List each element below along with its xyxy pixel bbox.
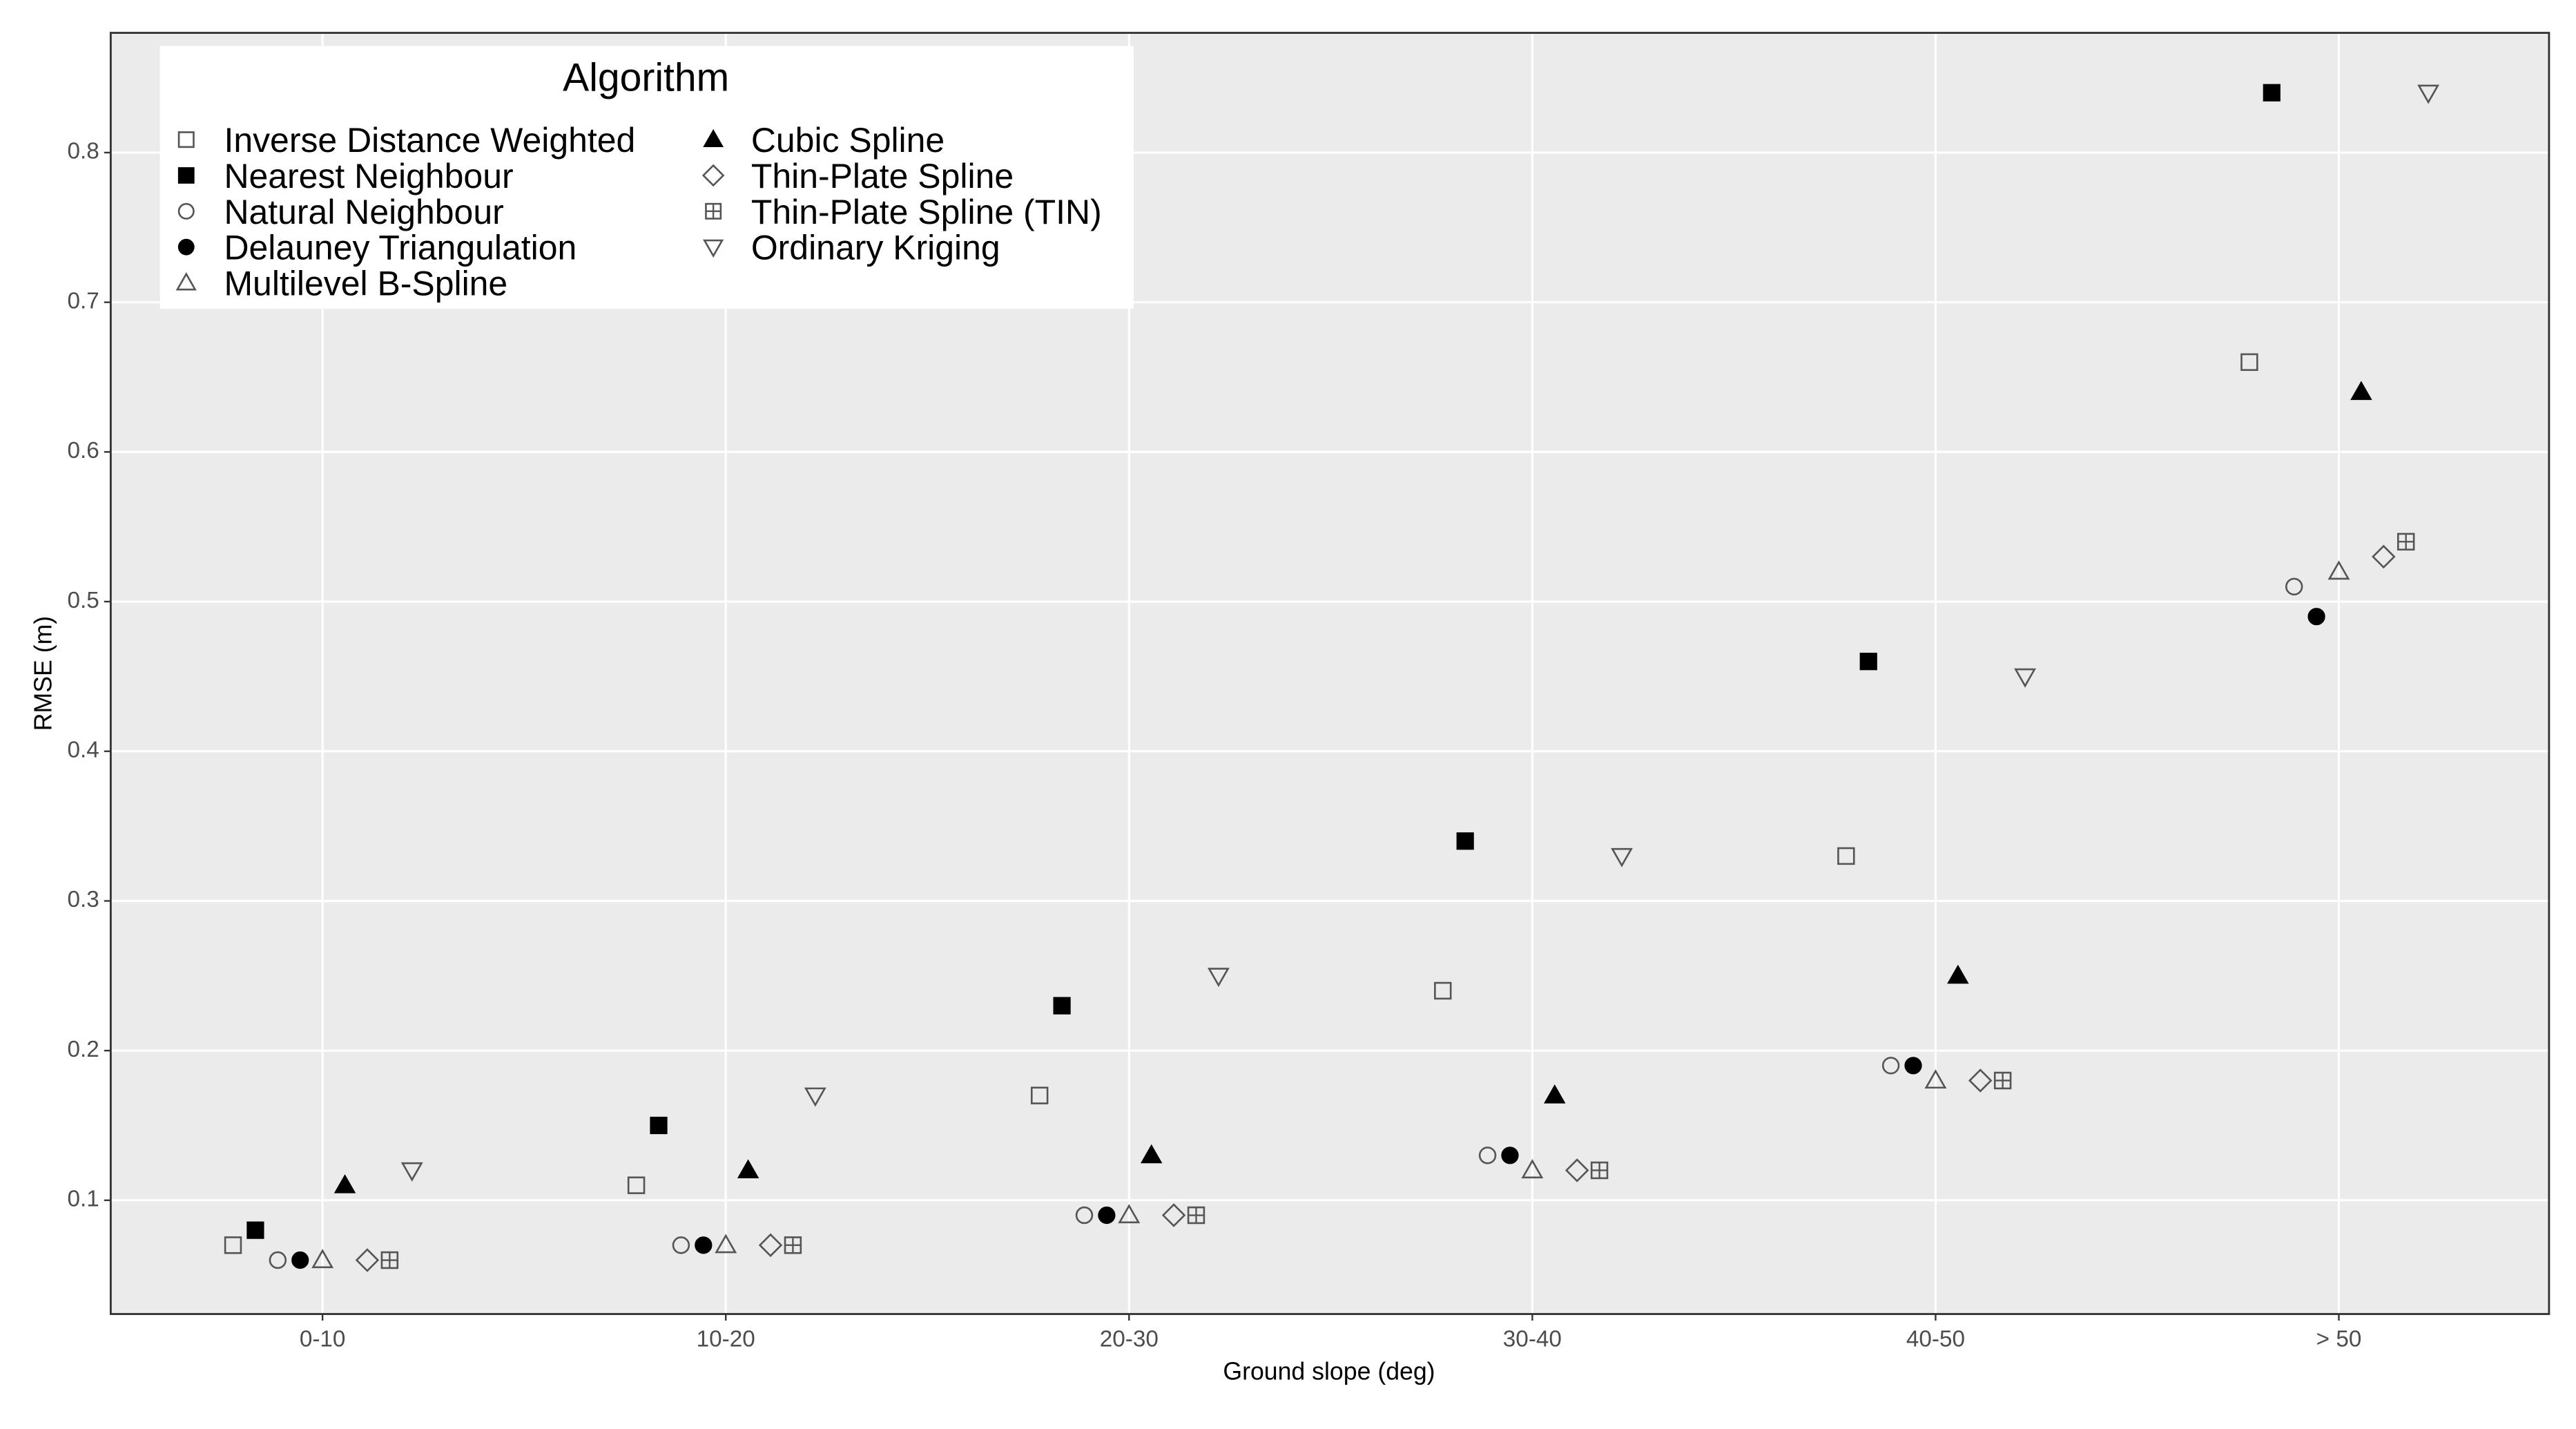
marker — [737, 1159, 759, 1178]
legend-label: Inverse Distance Weighted — [224, 121, 635, 160]
marker — [291, 1251, 309, 1269]
legend-label: Delauney Triangulation — [224, 229, 577, 267]
marker — [804, 1087, 826, 1107]
marker — [1456, 832, 1474, 850]
marker — [627, 1176, 646, 1194]
x-tick-label: 10-20 — [697, 1326, 755, 1352]
marker — [2285, 577, 2303, 596]
marker — [2240, 353, 2258, 372]
marker-cross — [1995, 1073, 2011, 1088]
legend-label: Thin-Plate Spline (TIN) — [751, 193, 1102, 231]
marker — [2263, 84, 2280, 102]
y-tick-label: 0.8 — [67, 139, 99, 164]
legend-label: Ordinary Kriging — [751, 229, 1000, 267]
marker-cross — [1591, 1162, 1607, 1178]
legend-label: Cubic Spline — [751, 121, 945, 160]
marker — [224, 1236, 242, 1254]
marker — [703, 128, 724, 147]
x-tick-label: > 50 — [2316, 1326, 2362, 1352]
y-tick-label: 0.1 — [67, 1187, 99, 1212]
marker — [333, 1174, 356, 1193]
marker — [2307, 608, 2325, 626]
marker — [2327, 560, 2350, 580]
marker — [695, 1236, 713, 1254]
marker — [1118, 1204, 1141, 1224]
marker — [2372, 544, 2396, 569]
marker — [177, 131, 195, 148]
y-tick-label: 0.4 — [67, 738, 99, 763]
marker — [650, 1116, 668, 1135]
marker-cross — [1188, 1207, 1204, 1223]
marker — [1924, 1069, 1947, 1089]
plot-border — [109, 32, 2550, 1315]
marker — [715, 1234, 737, 1254]
marker — [1501, 1147, 1519, 1164]
legend-label: Thin-Plate Spline — [751, 157, 1014, 195]
marker — [1611, 847, 1633, 867]
marker-cross — [2398, 533, 2414, 550]
y-axis-label: RMSE (m) — [30, 616, 57, 731]
marker — [1859, 653, 1877, 671]
marker-cross — [381, 1252, 398, 1268]
y-tick-label: 0.7 — [67, 288, 99, 314]
marker — [1030, 1086, 1049, 1104]
marker — [311, 1249, 334, 1269]
marker — [177, 167, 195, 184]
x-axis-label: Ground slope (deg) — [1223, 1358, 1435, 1385]
marker — [1098, 1206, 1116, 1225]
marker — [1837, 847, 1855, 865]
marker — [1544, 1084, 1566, 1104]
marker-cross — [706, 204, 721, 219]
marker — [1053, 997, 1071, 1015]
marker — [701, 164, 725, 187]
marker — [246, 1221, 264, 1239]
x-tick-label: 0-10 — [300, 1326, 346, 1352]
marker — [672, 1236, 690, 1254]
marker — [2417, 84, 2440, 104]
marker — [703, 239, 724, 258]
x-tick-label: 40-50 — [1906, 1326, 1965, 1352]
marker — [2014, 668, 2037, 688]
marker — [400, 1162, 423, 1182]
marker — [1968, 1068, 1993, 1093]
y-tick-label: 0.6 — [67, 438, 99, 463]
marker-cross — [785, 1237, 801, 1254]
y-tick-label: 0.2 — [67, 1037, 99, 1062]
grid — [110, 32, 2549, 1314]
marker — [758, 1233, 783, 1258]
legend-title: Algorithm — [563, 56, 729, 100]
marker — [355, 1248, 380, 1272]
marker — [1140, 1144, 1163, 1164]
marker — [1565, 1158, 1589, 1182]
x-tick-label: 20-30 — [1100, 1326, 1159, 1352]
x-tick-label: 30-40 — [1503, 1326, 1562, 1352]
legend-box — [159, 46, 1134, 309]
marker — [1207, 968, 1230, 988]
marker — [1521, 1159, 1544, 1179]
marker — [1434, 981, 1452, 1000]
marker — [1075, 1206, 1094, 1225]
marker — [1478, 1147, 1497, 1164]
marker — [1161, 1203, 1186, 1227]
marker — [1947, 964, 1969, 984]
marker — [269, 1251, 287, 1269]
y-tick-label: 0.5 — [67, 588, 99, 613]
marker — [2350, 381, 2372, 401]
legend-label: Multilevel B-Spline — [224, 264, 507, 303]
marker — [177, 238, 195, 256]
marker — [1881, 1057, 1900, 1075]
marks — [224, 84, 2440, 1272]
legend-label: Nearest Neighbour — [224, 157, 513, 195]
marker — [1904, 1057, 1922, 1075]
marker — [175, 272, 197, 291]
marker — [177, 202, 195, 220]
y-tick-label: 0.3 — [67, 887, 99, 912]
legend-label: Natural Neighbour — [224, 193, 503, 231]
